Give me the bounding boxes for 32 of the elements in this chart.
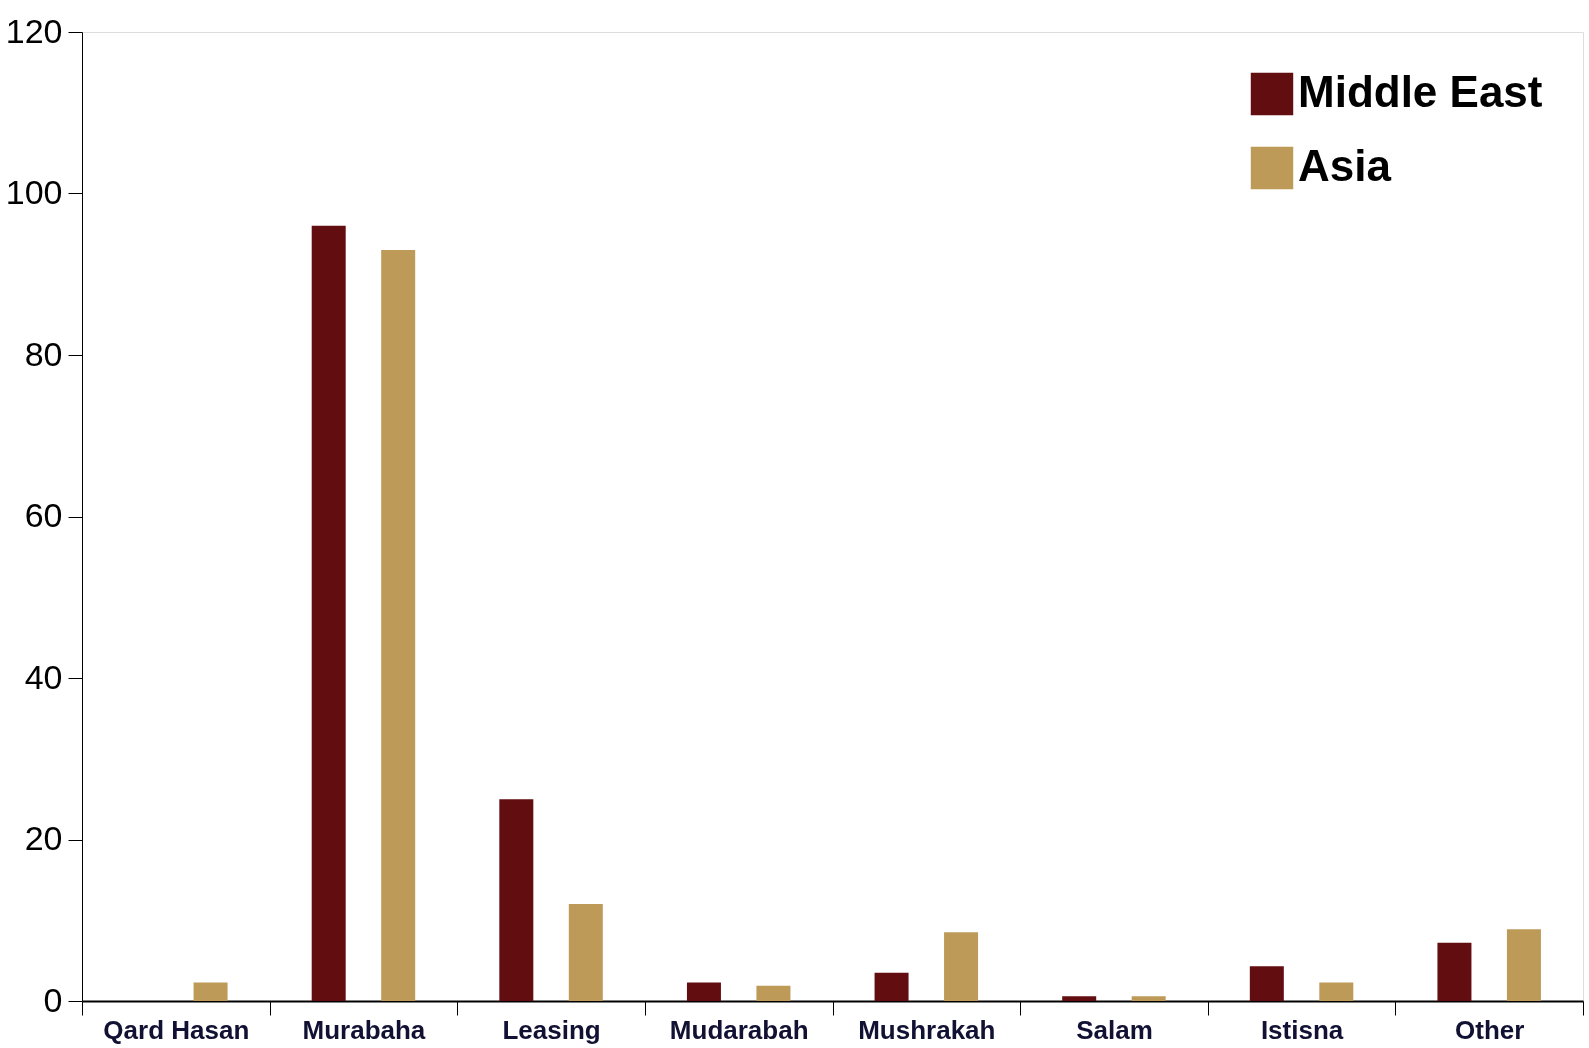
bar	[1131, 996, 1166, 1001]
y-tick-label: 100	[5, 173, 63, 211]
bar	[311, 225, 346, 1001]
x-tick-label: Mudarabah	[669, 1014, 809, 1045]
bar	[1062, 996, 1097, 1001]
bar	[1249, 966, 1284, 1001]
bar	[686, 982, 721, 1001]
y-tick-label: 20	[24, 819, 63, 857]
x-tick-label: Murabaha	[302, 1014, 426, 1045]
y-tick-label: 0	[43, 980, 63, 1019]
bar	[381, 250, 416, 1001]
x-tick-label: Leasing	[502, 1014, 601, 1045]
bar	[1506, 929, 1541, 1001]
bar	[944, 932, 979, 1001]
bar	[193, 982, 228, 1001]
x-tick-label: Salam	[1076, 1014, 1153, 1045]
x-tick-label: Qard Hasan	[103, 1014, 250, 1045]
bar	[1437, 942, 1472, 1001]
bar	[874, 972, 909, 1001]
legend-label: Asia	[1298, 141, 1392, 190]
x-tick-label: Istisna	[1260, 1014, 1344, 1045]
y-tick-label: 80	[24, 334, 63, 373]
y-tick-label: 60	[24, 496, 63, 534]
bar	[568, 904, 603, 1001]
x-tick-label: Mushrakah	[858, 1014, 996, 1045]
x-tick-label: Other	[1455, 1014, 1525, 1045]
bar	[756, 985, 791, 1001]
y-tick-label: 120	[5, 11, 63, 50]
y-tick-label: 40	[24, 657, 63, 696]
legend-label: Middle East	[1298, 67, 1543, 116]
bar	[1319, 982, 1354, 1001]
bar	[499, 799, 534, 1001]
